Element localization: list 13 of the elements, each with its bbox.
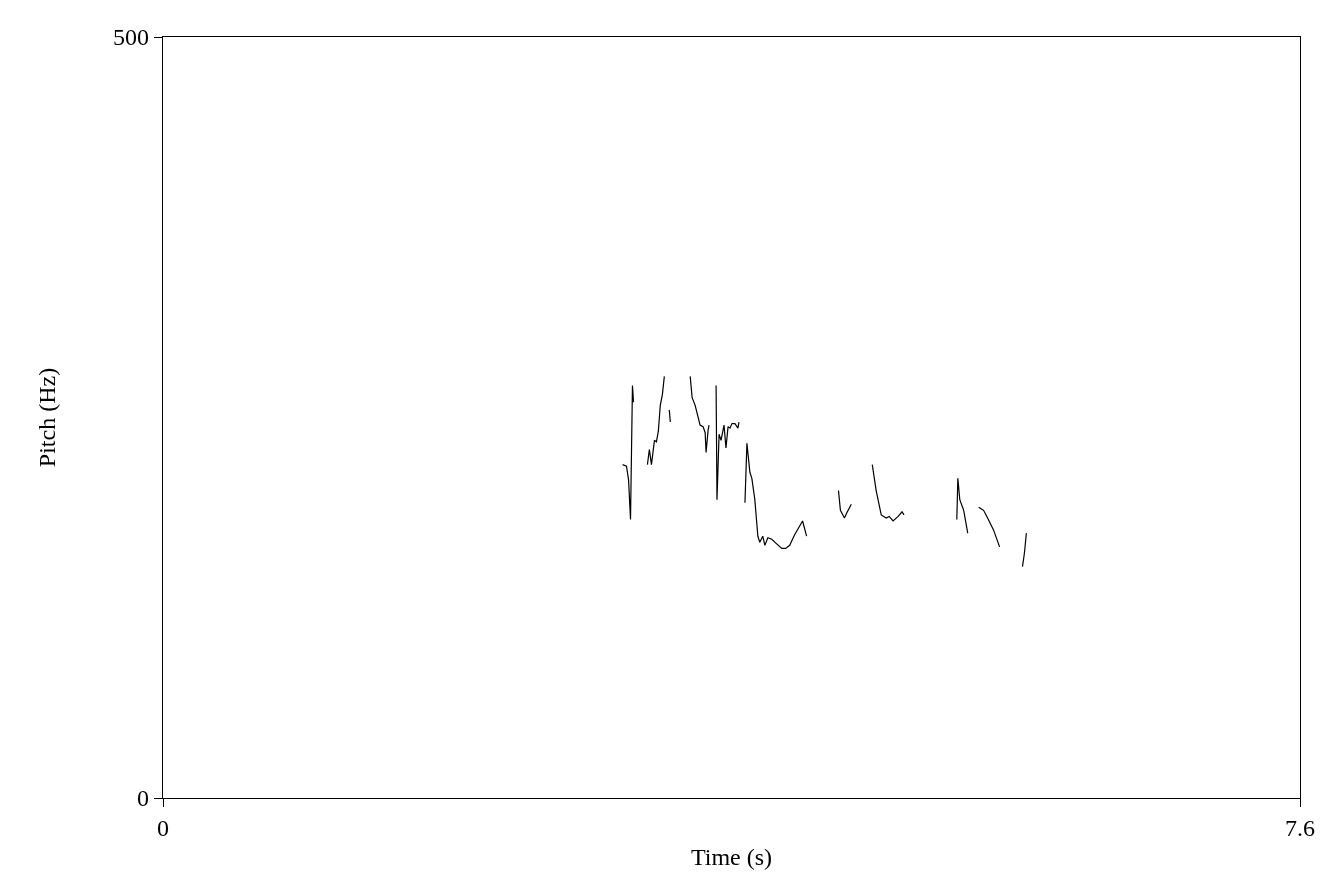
line-series: [956, 477, 969, 534]
y-axis-title: Pitch (Hz): [34, 367, 61, 468]
x-tick-label: 7.6: [1285, 815, 1315, 841]
line-series: [689, 375, 710, 454]
line-series: [978, 506, 1001, 548]
line-series: [744, 442, 808, 549]
x-axis-title: Time (s): [690, 844, 773, 871]
line-series: [871, 464, 905, 522]
line-series: [646, 375, 665, 466]
y-tick-label: 500: [113, 24, 149, 51]
line-series: [837, 489, 852, 519]
line-series: [715, 384, 740, 501]
line-series: [621, 384, 635, 521]
